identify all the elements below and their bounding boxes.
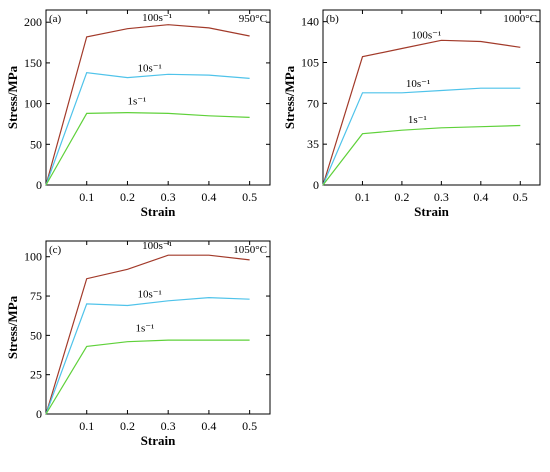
panel-1-x-tick-label: 0.1 bbox=[79, 190, 94, 204]
panel-2-series-line bbox=[322, 87, 521, 186]
panel-1-tag: (a) bbox=[49, 13, 62, 25]
panel-1-series-label: 1s⁻¹ bbox=[127, 96, 146, 108]
panel-2-y-tick-label: 140 bbox=[301, 15, 319, 29]
panel-1-y-tick-label: 100 bbox=[24, 97, 42, 111]
panel-2-series-line bbox=[322, 124, 521, 186]
panel-3-series-line bbox=[45, 296, 250, 415]
panel-2-y-tick-label: 105 bbox=[301, 56, 319, 70]
panel-1-y-axis-title: Stress/MPa bbox=[5, 65, 20, 129]
panel-2-series-line bbox=[322, 39, 521, 186]
panel-2-y-tick-label: 35 bbox=[307, 137, 319, 151]
panel-2-y-tick-label: 0 bbox=[313, 178, 319, 192]
panel-1-x-axis-title: Strain bbox=[141, 204, 176, 219]
panel-3-y-tick-label: 25 bbox=[30, 368, 42, 382]
panel-1-series-label: 100s⁻¹ bbox=[142, 12, 172, 24]
panel-3-tag: (c) bbox=[49, 244, 62, 256]
panel-2-x-tick-label: 0.1 bbox=[355, 190, 370, 204]
panel-3-series-label: 100s⁻¹ bbox=[142, 240, 172, 252]
panel-1-y-tick-label: 0 bbox=[36, 178, 42, 192]
panel-1-series-line bbox=[45, 24, 250, 186]
panel-1-frame bbox=[45, 9, 271, 186]
panel-1-x-tick-label: 0.5 bbox=[242, 190, 257, 204]
panel-1-series-line bbox=[45, 111, 250, 186]
panel-3-series-label: 1s⁻¹ bbox=[135, 323, 154, 335]
panel-2-y-tick-label: 70 bbox=[307, 96, 319, 110]
panel-1-series-line bbox=[45, 72, 250, 186]
panel-3-frame bbox=[45, 240, 271, 415]
panel-3-series-label: 10s⁻¹ bbox=[137, 288, 161, 300]
panel-1-series-label: 10s⁻¹ bbox=[137, 63, 161, 75]
panel-3-x-tick-label: 0.1 bbox=[79, 419, 94, 433]
panel-2-x-tick-label: 0.2 bbox=[394, 190, 409, 204]
panel-2-y-axis-title: Stress/MPa bbox=[282, 65, 297, 129]
panel-1-y-tick-label: 150 bbox=[24, 56, 42, 70]
panel-1-x-tick-label: 0.4 bbox=[201, 190, 216, 204]
panel-3-x-axis-title: Strain bbox=[141, 433, 176, 448]
panel-3-y-tick-label: 0 bbox=[36, 407, 42, 421]
panel-2-temperature: 1000°C bbox=[503, 13, 537, 25]
panel-3-temperature: 1050°C bbox=[233, 244, 267, 256]
panel-2-series-label: 1s⁻¹ bbox=[408, 114, 427, 126]
panel-3-y-tick-label: 75 bbox=[30, 289, 42, 303]
panel-2-tag: (b) bbox=[326, 13, 339, 25]
panel-3-y-axis-title: Stress/MPa bbox=[5, 295, 20, 359]
panel-3-x-tick-label: 0.5 bbox=[242, 419, 257, 433]
panel-1-y-tick-label: 50 bbox=[30, 137, 42, 151]
panel-1-y-tick-label: 200 bbox=[24, 15, 42, 29]
panel-2-series-label: 10s⁻¹ bbox=[406, 78, 430, 90]
panel-1-temperature: 950°C bbox=[239, 13, 267, 25]
panel-3-y-tick-label: 100 bbox=[24, 250, 42, 264]
panel-3-series-line bbox=[45, 339, 250, 415]
panel-2-x-tick-label: 0.4 bbox=[473, 190, 488, 204]
panel-3-series-line bbox=[45, 254, 250, 415]
panel-1-x-tick-label: 0.2 bbox=[120, 190, 135, 204]
panel-1-x-tick-label: 0.3 bbox=[161, 190, 176, 204]
panel-2-series-label: 100s⁻¹ bbox=[411, 29, 441, 41]
panel-3-x-tick-label: 0.4 bbox=[201, 419, 216, 433]
panel-2-frame bbox=[322, 9, 541, 186]
panel-3-x-tick-label: 0.3 bbox=[161, 419, 176, 433]
panel-3-y-tick-label: 50 bbox=[30, 328, 42, 342]
panel-2-x-tick-label: 0.3 bbox=[434, 190, 449, 204]
panel-2-x-axis-title: Strain bbox=[414, 204, 449, 219]
panel-3-x-tick-label: 0.2 bbox=[120, 419, 135, 433]
panel-2-x-tick-label: 0.5 bbox=[513, 190, 528, 204]
